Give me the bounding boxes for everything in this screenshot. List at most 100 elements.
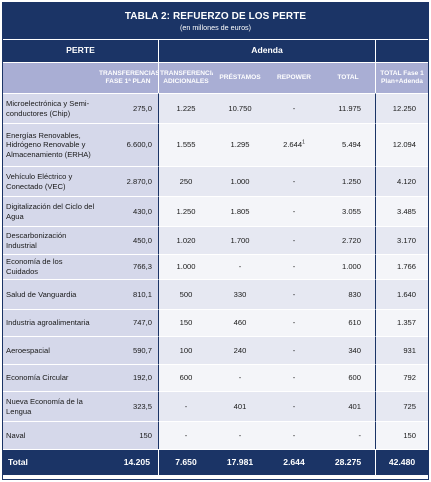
grand-total-cell: 4.120 (376, 166, 428, 196)
table-subtitle: (en millones de euros) (179, 22, 252, 32)
table-row: Microelectrónica y Semi-conductores (Chi… (3, 93, 428, 123)
additional-transfer-cell: 150 (159, 309, 213, 336)
grand-total-cell: 1.766 (376, 254, 428, 279)
table-row: Economía Circular 192,0 600- -600 792 (3, 364, 428, 391)
perte-name-cell: Descarbonización Industrial (3, 226, 98, 254)
additional-transfer-cell: 1.020 (159, 226, 213, 254)
footnote-marker: 1 (302, 139, 305, 146)
grand-total-cell: 1.640 (376, 279, 428, 309)
loans-cell: - (213, 254, 267, 279)
adenda-total-cell: 610 (321, 309, 376, 336)
total-cell: 14.205 (98, 449, 159, 475)
table-row: Economía de los Cuidados 766,3 1.000- -1.00… (3, 254, 428, 279)
table-row: Naval 150- - - -150 (3, 421, 428, 449)
column-header: TRANSFERENCIAS FASE 1ª PLAN (98, 62, 159, 93)
transfer-phase1-cell: 6.600,0 (98, 123, 159, 166)
adenda-total-cell: 600 (321, 364, 376, 391)
transfer-phase1-cell: 766,3 (98, 254, 159, 279)
additional-transfer-cell: 1.000 (159, 254, 213, 279)
total-cell: 2.644 (267, 449, 321, 475)
total-cell: 17.981 (213, 449, 267, 475)
adenda-total-cell: 340 (321, 336, 376, 364)
perte-name-cell: Microelectrónica y Semi-conductores (Chi… (3, 93, 98, 123)
repower-value: 2.644 (283, 140, 303, 150)
perte-name-cell: Energías Renovables, Hidrógeno Renovable… (3, 123, 98, 166)
transfer-phase1-cell: 2.870,0 (98, 166, 159, 196)
perte-name-cell: Salud de Vanguardia (3, 279, 98, 309)
additional-transfer-cell: 1.555 (159, 123, 213, 166)
transfer-phase1-cell: 192,0 (98, 364, 159, 391)
table-title-block: TABLA 2: REFUERZO DE LOS PERTE (en millo… (3, 3, 428, 39)
adenda-total-cell: 830 (321, 279, 376, 309)
adenda-total-cell: 5.494 (321, 123, 376, 166)
loans-cell: 401 (213, 391, 267, 421)
column-header: PRÉSTAMOS (213, 62, 267, 93)
repower-cell: - (267, 279, 321, 309)
column-header: TRANSFERENCIAS ADICIONALES (159, 62, 213, 93)
repower-cell: - (267, 93, 321, 123)
perte-name-cell: Nueva Economía de la Lengua (3, 391, 98, 421)
additional-transfer-cell: - (159, 421, 213, 449)
column-header: REPOWER (267, 62, 321, 93)
table-row: Nueva Economía de la Lengua 323,5-401-401… (3, 391, 428, 421)
loans-cell: - (213, 364, 267, 391)
loans-cell: 1.000 (213, 166, 267, 196)
transfer-phase1-cell: 323,5 (98, 391, 159, 421)
total-cell: 7.650 (159, 449, 213, 475)
grand-total-cell: 725 (376, 391, 428, 421)
perte-group-header: PERTE (3, 39, 159, 62)
table-row: Industria agroalimentaria 747,0 150 460-610… (3, 309, 428, 336)
repower-cell: - (267, 336, 321, 364)
total-cell: 28.275 (321, 449, 376, 475)
loans-cell: 240 (213, 336, 267, 364)
table-row: Vehículo Eléctrico y Conectado (VEC) 2.87… (3, 166, 428, 196)
loans-cell: 1.805 (213, 196, 267, 226)
loans-cell: 460 (213, 309, 267, 336)
perte-name-cell: Industria agroalimentaria (3, 309, 98, 336)
repower-cell: 2.6441 (267, 123, 321, 166)
transfer-phase1-cell: 450,0 (98, 226, 159, 254)
transfer-phase1-cell: 275,0 (98, 93, 159, 123)
table-row: Descarbonización Industrial 450,0 1.020 1.7… (3, 226, 428, 254)
additional-transfer-cell: 1.225 (159, 93, 213, 123)
table-title: TABLA 2: REFUERZO DE LOS PERTE (124, 10, 307, 22)
perte-name-cell: Economía Circular (3, 364, 98, 391)
grand-total-cell: 12.250 (376, 93, 428, 123)
repower-cell: - (267, 421, 321, 449)
adenda-group-header: Adenda (159, 39, 376, 62)
additional-transfer-cell: 100 (159, 336, 213, 364)
transfer-phase1-cell: 590,7 (98, 336, 159, 364)
group-header-row: PERTE Adenda (3, 39, 428, 62)
repower-cell: - (267, 196, 321, 226)
grand-total-cell: 12.094 (376, 123, 428, 166)
table-row: Energías Renovables, Hidrógeno Renovable… (3, 123, 428, 166)
table-row: Salud de Vanguardia 810,1 500 330-830 1.640 (3, 279, 428, 309)
grand-total-cell: 3.170 (376, 226, 428, 254)
repower-cell: - (267, 309, 321, 336)
loans-cell: 1.700 (213, 226, 267, 254)
grand-total-cell: 931 (376, 336, 428, 364)
repower-cell: - (267, 226, 321, 254)
adenda-total-cell: 401 (321, 391, 376, 421)
perte-table: TABLA 2: REFUERZO DE LOS PERTE (en millo… (3, 3, 428, 475)
adenda-total-cell: 11.975 (321, 93, 376, 123)
adenda-total-cell: 1.000 (321, 254, 376, 279)
perte-name-cell: Aeroespacial (3, 336, 98, 364)
grand-total-cell: 792 (376, 364, 428, 391)
transfer-phase1-cell: 150 (98, 421, 159, 449)
additional-transfer-cell: 1.250 (159, 196, 213, 226)
perte-name-cell: Naval (3, 421, 98, 449)
adenda-total-cell: 2.720 (321, 226, 376, 254)
adenda-total-cell: 1.250 (321, 166, 376, 196)
grand-total-cell: 1.357 (376, 309, 428, 336)
group-header-empty (376, 39, 428, 62)
loans-cell: 10.750 (213, 93, 267, 123)
transfer-phase1-cell: 810,1 (98, 279, 159, 309)
adenda-total-cell: 3.055 (321, 196, 376, 226)
perte-name-cell: Digitalización del Ciclo del Agua (3, 196, 98, 226)
total-label: Total (3, 449, 98, 475)
grand-total-cell: 3.485 (376, 196, 428, 226)
additional-transfer-cell: 500 (159, 279, 213, 309)
additional-transfer-cell: - (159, 391, 213, 421)
